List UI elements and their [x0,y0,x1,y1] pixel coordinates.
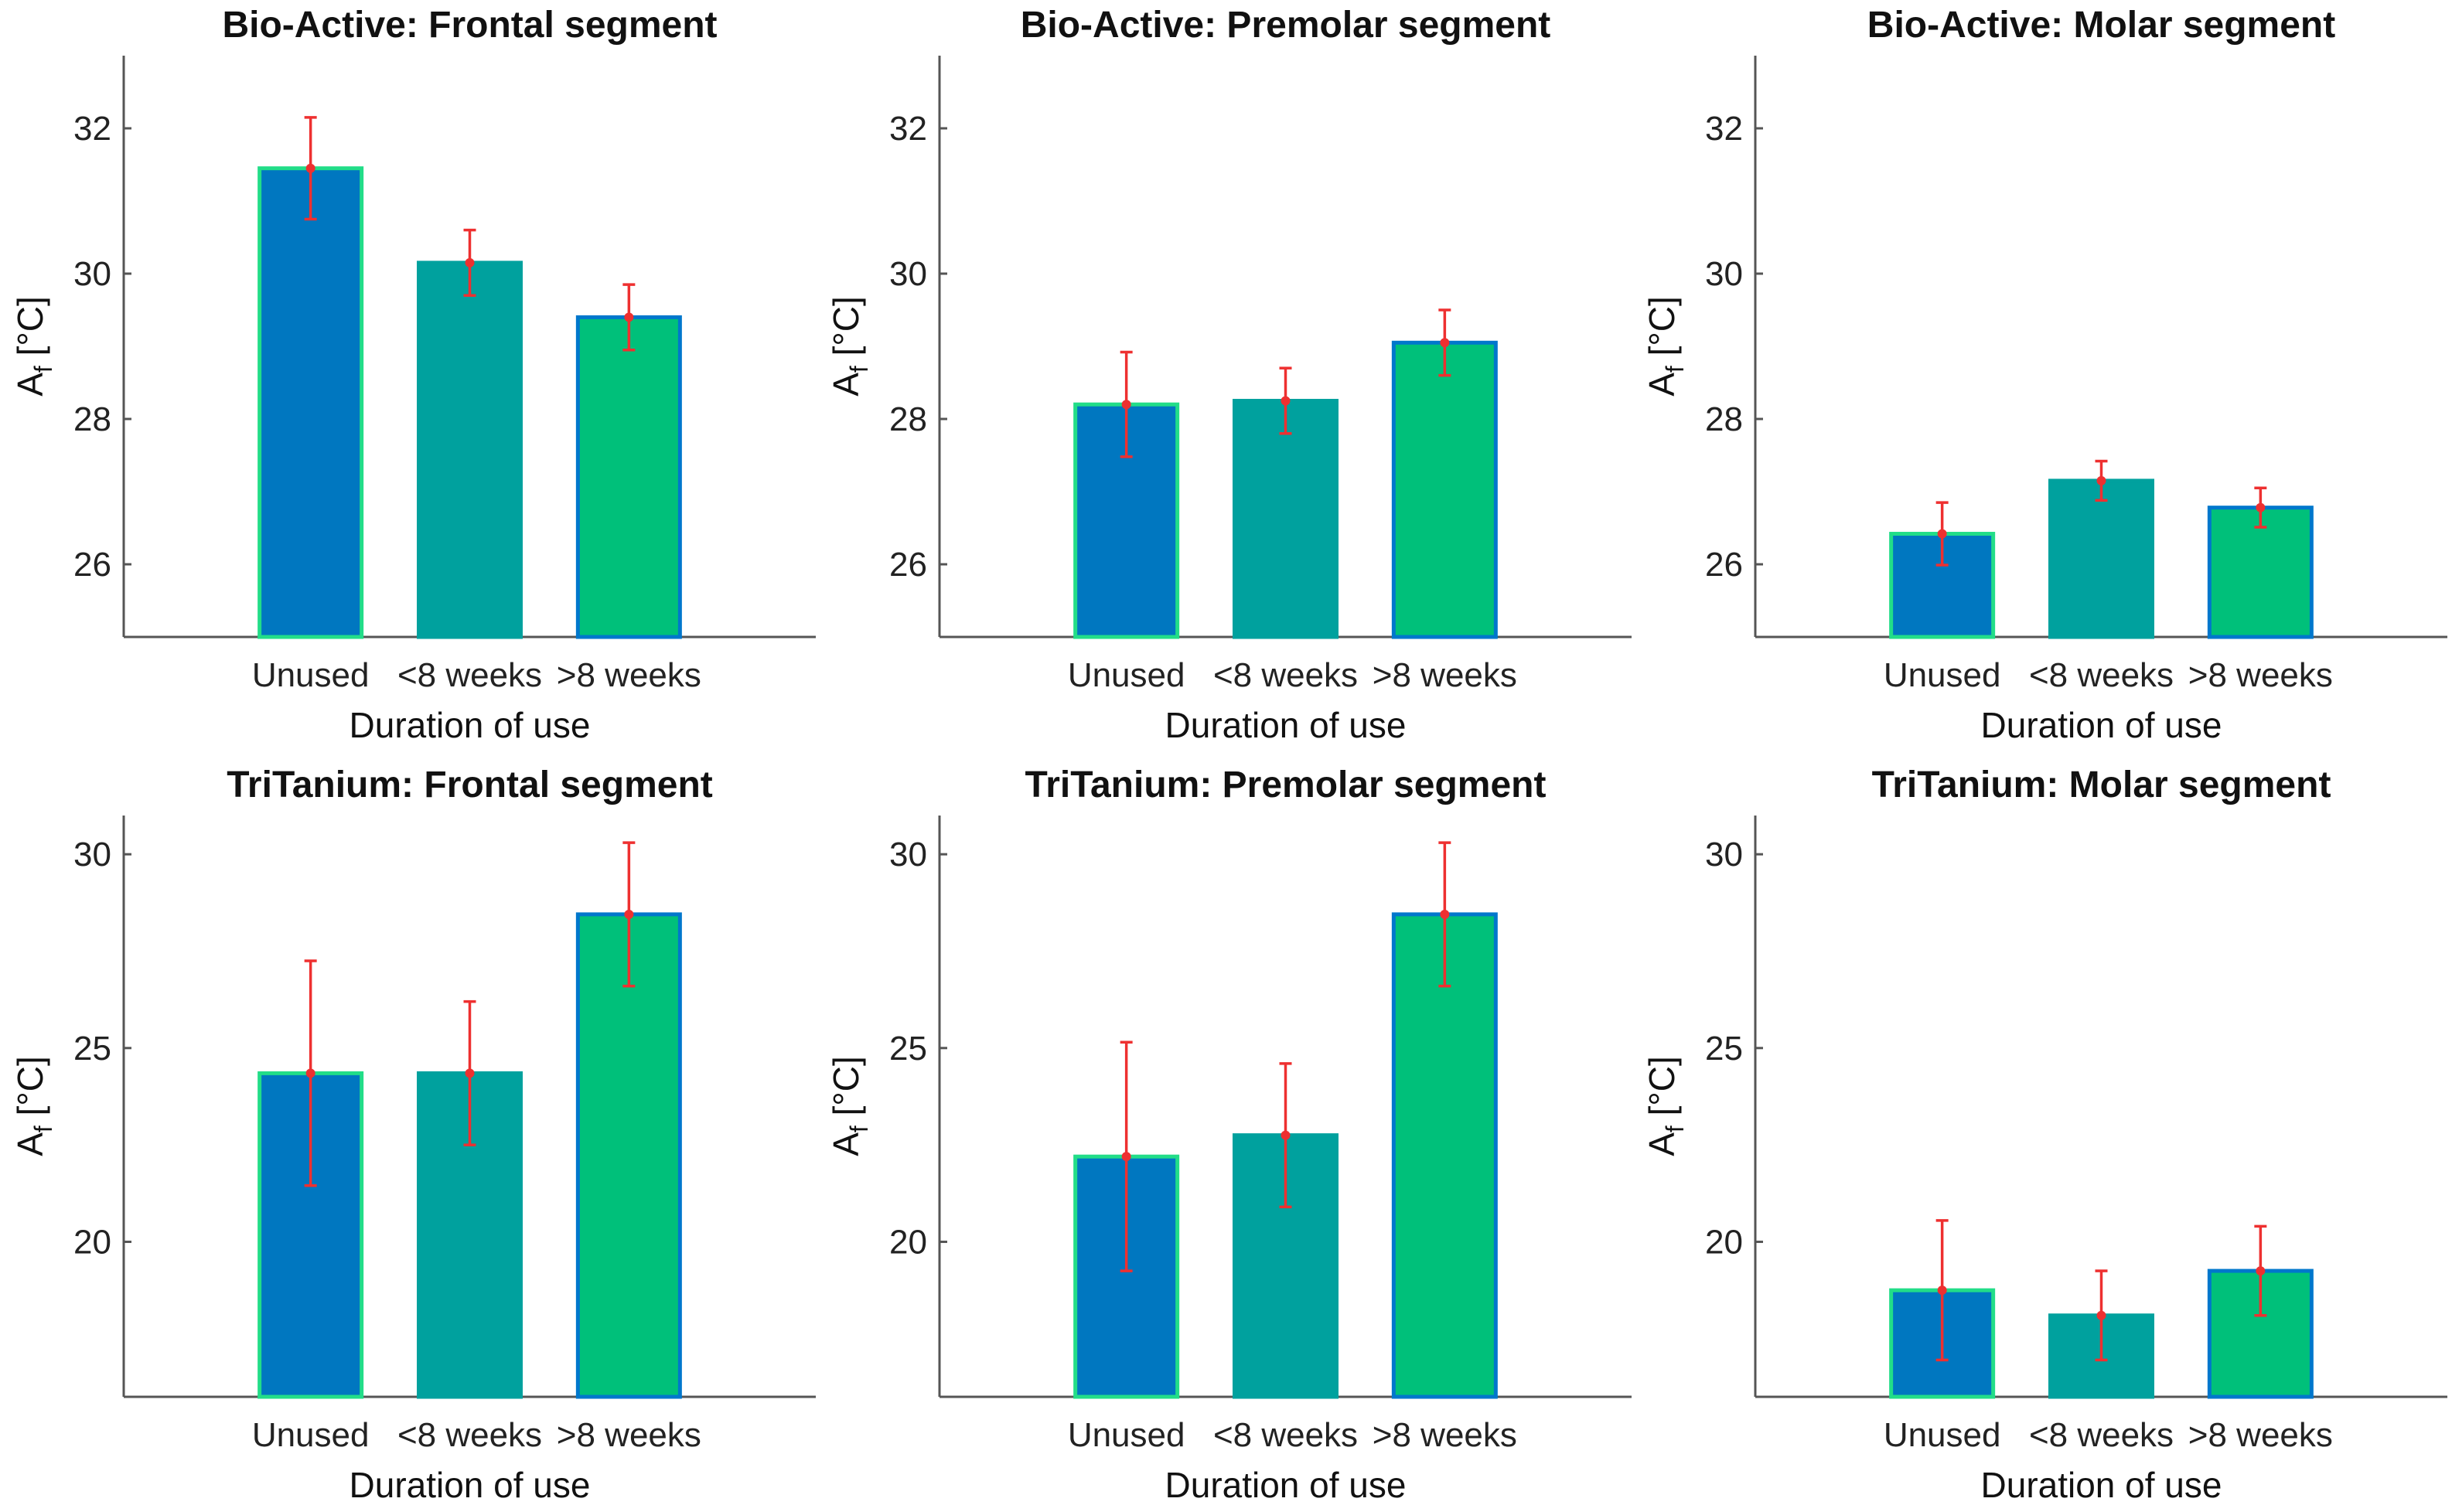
bar-2 [2048,478,2154,639]
y-tick-label: 32 [1705,110,1743,148]
y-tick-label: 25 [1705,1030,1743,1068]
mean-marker [1440,338,1450,348]
y-tick-label: 26 [1705,546,1743,584]
x-tick-label: <8 weeks [1213,1416,1358,1454]
y-axis-label: Af [°C] [10,1056,57,1156]
x-tick-label: >8 weeks [1373,1416,1517,1454]
mean-marker [2256,502,2266,513]
bar-2 [1233,399,1339,639]
chart-title: Bio-Active: Molar segment [1867,5,2335,46]
mean-marker [1281,1130,1291,1140]
y-tick-label: 28 [889,400,927,438]
y-tick-label: 30 [889,836,927,873]
mean-marker [2096,1310,2106,1320]
bar-1 [1889,532,1996,639]
y-tick-label: 26 [889,546,927,584]
x-axis-label: Duration of use [1165,705,1407,745]
x-tick-label: Unused [252,1416,370,1454]
x-tick-label: <8 weeks [1213,656,1358,694]
chart-title: TriTanium: Molar segment [1872,765,2331,805]
chart-title: Bio-Active: Premolar segment [1021,5,1551,46]
y-tick-label: 25 [73,1030,111,1068]
chart-panel-2: Bio-Active: Premolar segment 26 28 30 32 Af [… [826,5,1632,745]
y-tick-label: 20 [889,1223,927,1261]
y-axis-label: Af [°C] [1642,296,1689,397]
chart-title: TriTanium: Frontal segment [227,765,713,805]
bar-3 [575,315,682,639]
x-tick-label: Unused [252,656,370,694]
x-tick-label: >8 weeks [557,656,701,694]
y-axis-label: Af [°C] [10,296,57,397]
x-axis-label: Duration of use [1165,1465,1407,1505]
mean-marker [624,909,634,919]
y-tick-label: 32 [73,110,111,148]
chart-title: Bio-Active: Frontal segment [222,5,717,46]
chart-panel-6: TriTanium: Molar segment 20 25 30 Af [°C] Unu… [1642,765,2447,1505]
y-tick-label: 28 [1705,400,1743,438]
y-axis-label: Af [°C] [826,296,873,397]
y-tick-label: 32 [889,110,927,148]
x-axis-label: Duration of use [1981,705,2222,745]
x-axis-label: Duration of use [1981,1465,2222,1505]
x-tick-label: <8 weeks [397,656,542,694]
y-tick-label: 28 [73,400,111,438]
x-tick-label: >8 weeks [1373,656,1517,694]
x-axis-label: Duration of use [350,1465,591,1505]
x-tick-label: <8 weeks [2029,656,2174,694]
x-tick-label: Unused [1068,656,1185,694]
mean-marker [1937,529,1947,539]
y-tick-label: 20 [73,1223,111,1261]
x-tick-label: <8 weeks [2029,1416,2174,1454]
bar-3 [2207,506,2314,639]
mean-marker [2096,475,2106,485]
y-tick-label: 20 [1705,1223,1743,1261]
x-tick-label: >8 weeks [2188,656,2333,694]
chart-panel-3: Bio-Active: Molar segment 26 28 30 32 Af [°C]… [1642,5,2447,745]
chart-panel-4: TriTanium: Frontal segment 20 25 30 Af [°C] U… [10,765,816,1505]
y-tick-label: 26 [73,546,111,584]
x-tick-label: Unused [1884,1416,2001,1454]
mean-marker [465,1068,475,1078]
mean-marker [1121,400,1131,410]
y-tick-label: 25 [889,1030,927,1068]
y-tick-label: 30 [73,836,111,873]
x-tick-label: Unused [1068,1416,1185,1454]
bar-3 [1391,340,1498,639]
y-tick-label: 30 [889,255,927,293]
y-axis-label: Af [°C] [826,1056,873,1156]
mean-marker [305,1068,315,1078]
chart-panel-1: Bio-Active: Frontal segment 26 28 30 32 Af [°… [10,5,816,745]
mean-marker [624,312,634,322]
bar-3 [575,912,682,1399]
y-tick-label: 30 [1705,836,1743,873]
mean-marker [1121,1152,1131,1162]
y-tick-label: 30 [1705,255,1743,293]
x-axis-label: Duration of use [350,705,591,745]
mean-marker [1937,1286,1947,1296]
chart-title: TriTanium: Premolar segment [1025,765,1547,805]
bar-2 [417,261,523,639]
mean-marker [2256,1266,2266,1276]
x-tick-label: Unused [1884,656,2001,694]
y-axis-label: Af [°C] [1642,1056,1689,1156]
bar-1 [257,166,364,639]
x-tick-label: >8 weeks [2188,1416,2333,1454]
mean-marker [305,163,315,173]
mean-marker [1440,909,1450,919]
x-tick-label: >8 weeks [557,1416,701,1454]
mean-marker [465,257,475,267]
chart-panel-5: TriTanium: Premolar segment 20 25 30 Af [°C]… [826,765,1632,1505]
y-tick-label: 30 [73,255,111,293]
x-tick-label: <8 weeks [397,1416,542,1454]
mean-marker [1281,396,1291,406]
